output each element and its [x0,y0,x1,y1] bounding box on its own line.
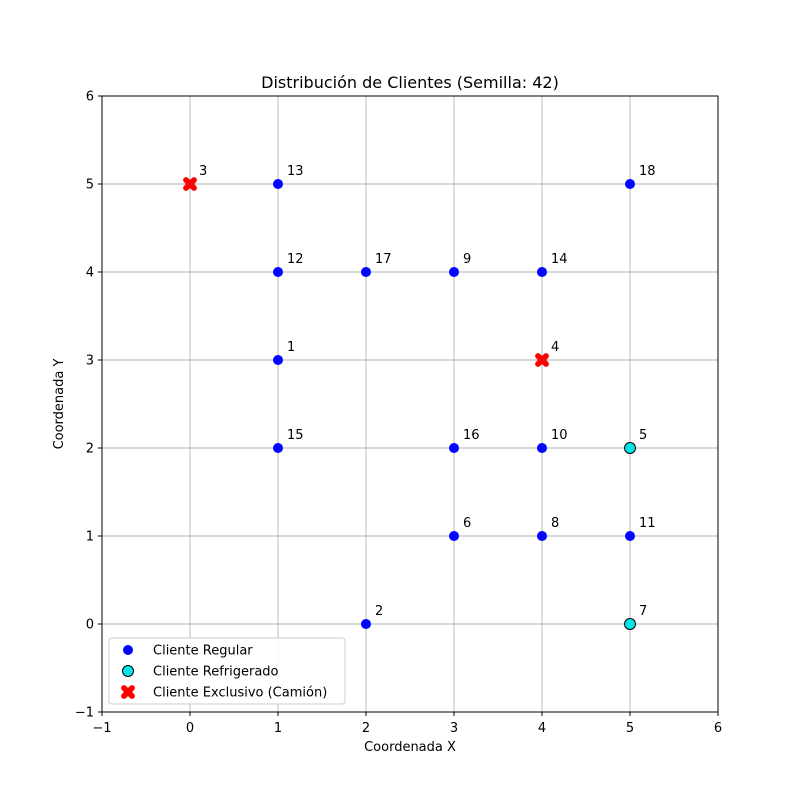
x-tick-label: 5 [626,721,634,736]
x-tick-label: 0 [186,721,194,736]
point-label: 1 [287,340,295,355]
point-label: 4 [551,340,559,355]
x-tick-label: 4 [538,721,546,736]
legend-label: Cliente Regular [153,644,253,659]
y-tick-label: 4 [86,266,94,281]
point-label: 3 [199,164,207,179]
x-axis-label: Coordenada X [364,740,456,755]
legend-marker [121,685,135,699]
point-label: 7 [639,604,647,619]
legend: Cliente Regular Cliente Refrigerado Client… [108,637,346,705]
legend-marker [122,665,134,677]
point-label: 6 [463,516,471,531]
y-tick-label: 5 [86,178,94,193]
y-tick-label: 2 [86,442,94,457]
point-cliente-exclusivo-cami-n [535,353,549,367]
y-tick-label: 6 [86,90,94,105]
x-tick-label: 3 [450,721,458,736]
grid [101,95,719,713]
y-tick-label: 3 [86,354,94,369]
point-cliente-exclusivo-cami-n [183,177,197,191]
x-tick-label: 2 [362,721,370,736]
point-cliente-regular [625,531,635,541]
y-tick-label: 1 [86,530,94,545]
point-label: 18 [639,164,656,179]
point-cliente-regular [537,267,547,277]
plot-frame [101,95,719,713]
point-cliente-regular [361,619,371,629]
point-cliente-regular [273,179,283,189]
x-tick-label: 6 [714,721,722,736]
point-label: 11 [639,516,656,531]
point-cliente-refrigerado [624,618,636,630]
point-cliente-regular [273,355,283,365]
point-cliente-regular [537,443,547,453]
point-label: 9 [463,252,471,267]
point-label: 16 [463,428,480,443]
legend-label: Cliente Exclusivo (Camión) [153,686,327,701]
point-cliente-regular [449,267,459,277]
point-cliente-regular [273,267,283,277]
point-label: 14 [551,252,568,267]
point-label: 2 [375,604,383,619]
legend-marker [123,645,133,655]
chart-title: Distribución de Clientes (Semilla: 42) [261,73,559,92]
point-label: 5 [639,428,647,443]
point-cliente-regular [449,531,459,541]
point-cliente-regular [449,443,459,453]
y-tick-label: 0 [86,618,94,633]
point-cliente-regular [273,443,283,453]
y-tick-label: −1 [75,706,94,721]
point-cliente-regular [361,267,371,277]
legend-label: Cliente Refrigerado [153,665,279,680]
y-axis-label: Coordenada Y [52,359,67,450]
point-label: 10 [551,428,568,443]
point-label: 8 [551,516,559,531]
point-cliente-regular [537,531,547,541]
point-label: 12 [287,252,304,267]
point-label: 15 [287,428,304,443]
x-tick-label: −1 [92,721,111,736]
point-label: 17 [375,252,392,267]
point-cliente-regular [625,179,635,189]
legend-box [108,637,346,705]
point-label: 13 [287,164,304,179]
x-tick-label: 1 [274,721,282,736]
point-cliente-refrigerado [624,442,636,454]
